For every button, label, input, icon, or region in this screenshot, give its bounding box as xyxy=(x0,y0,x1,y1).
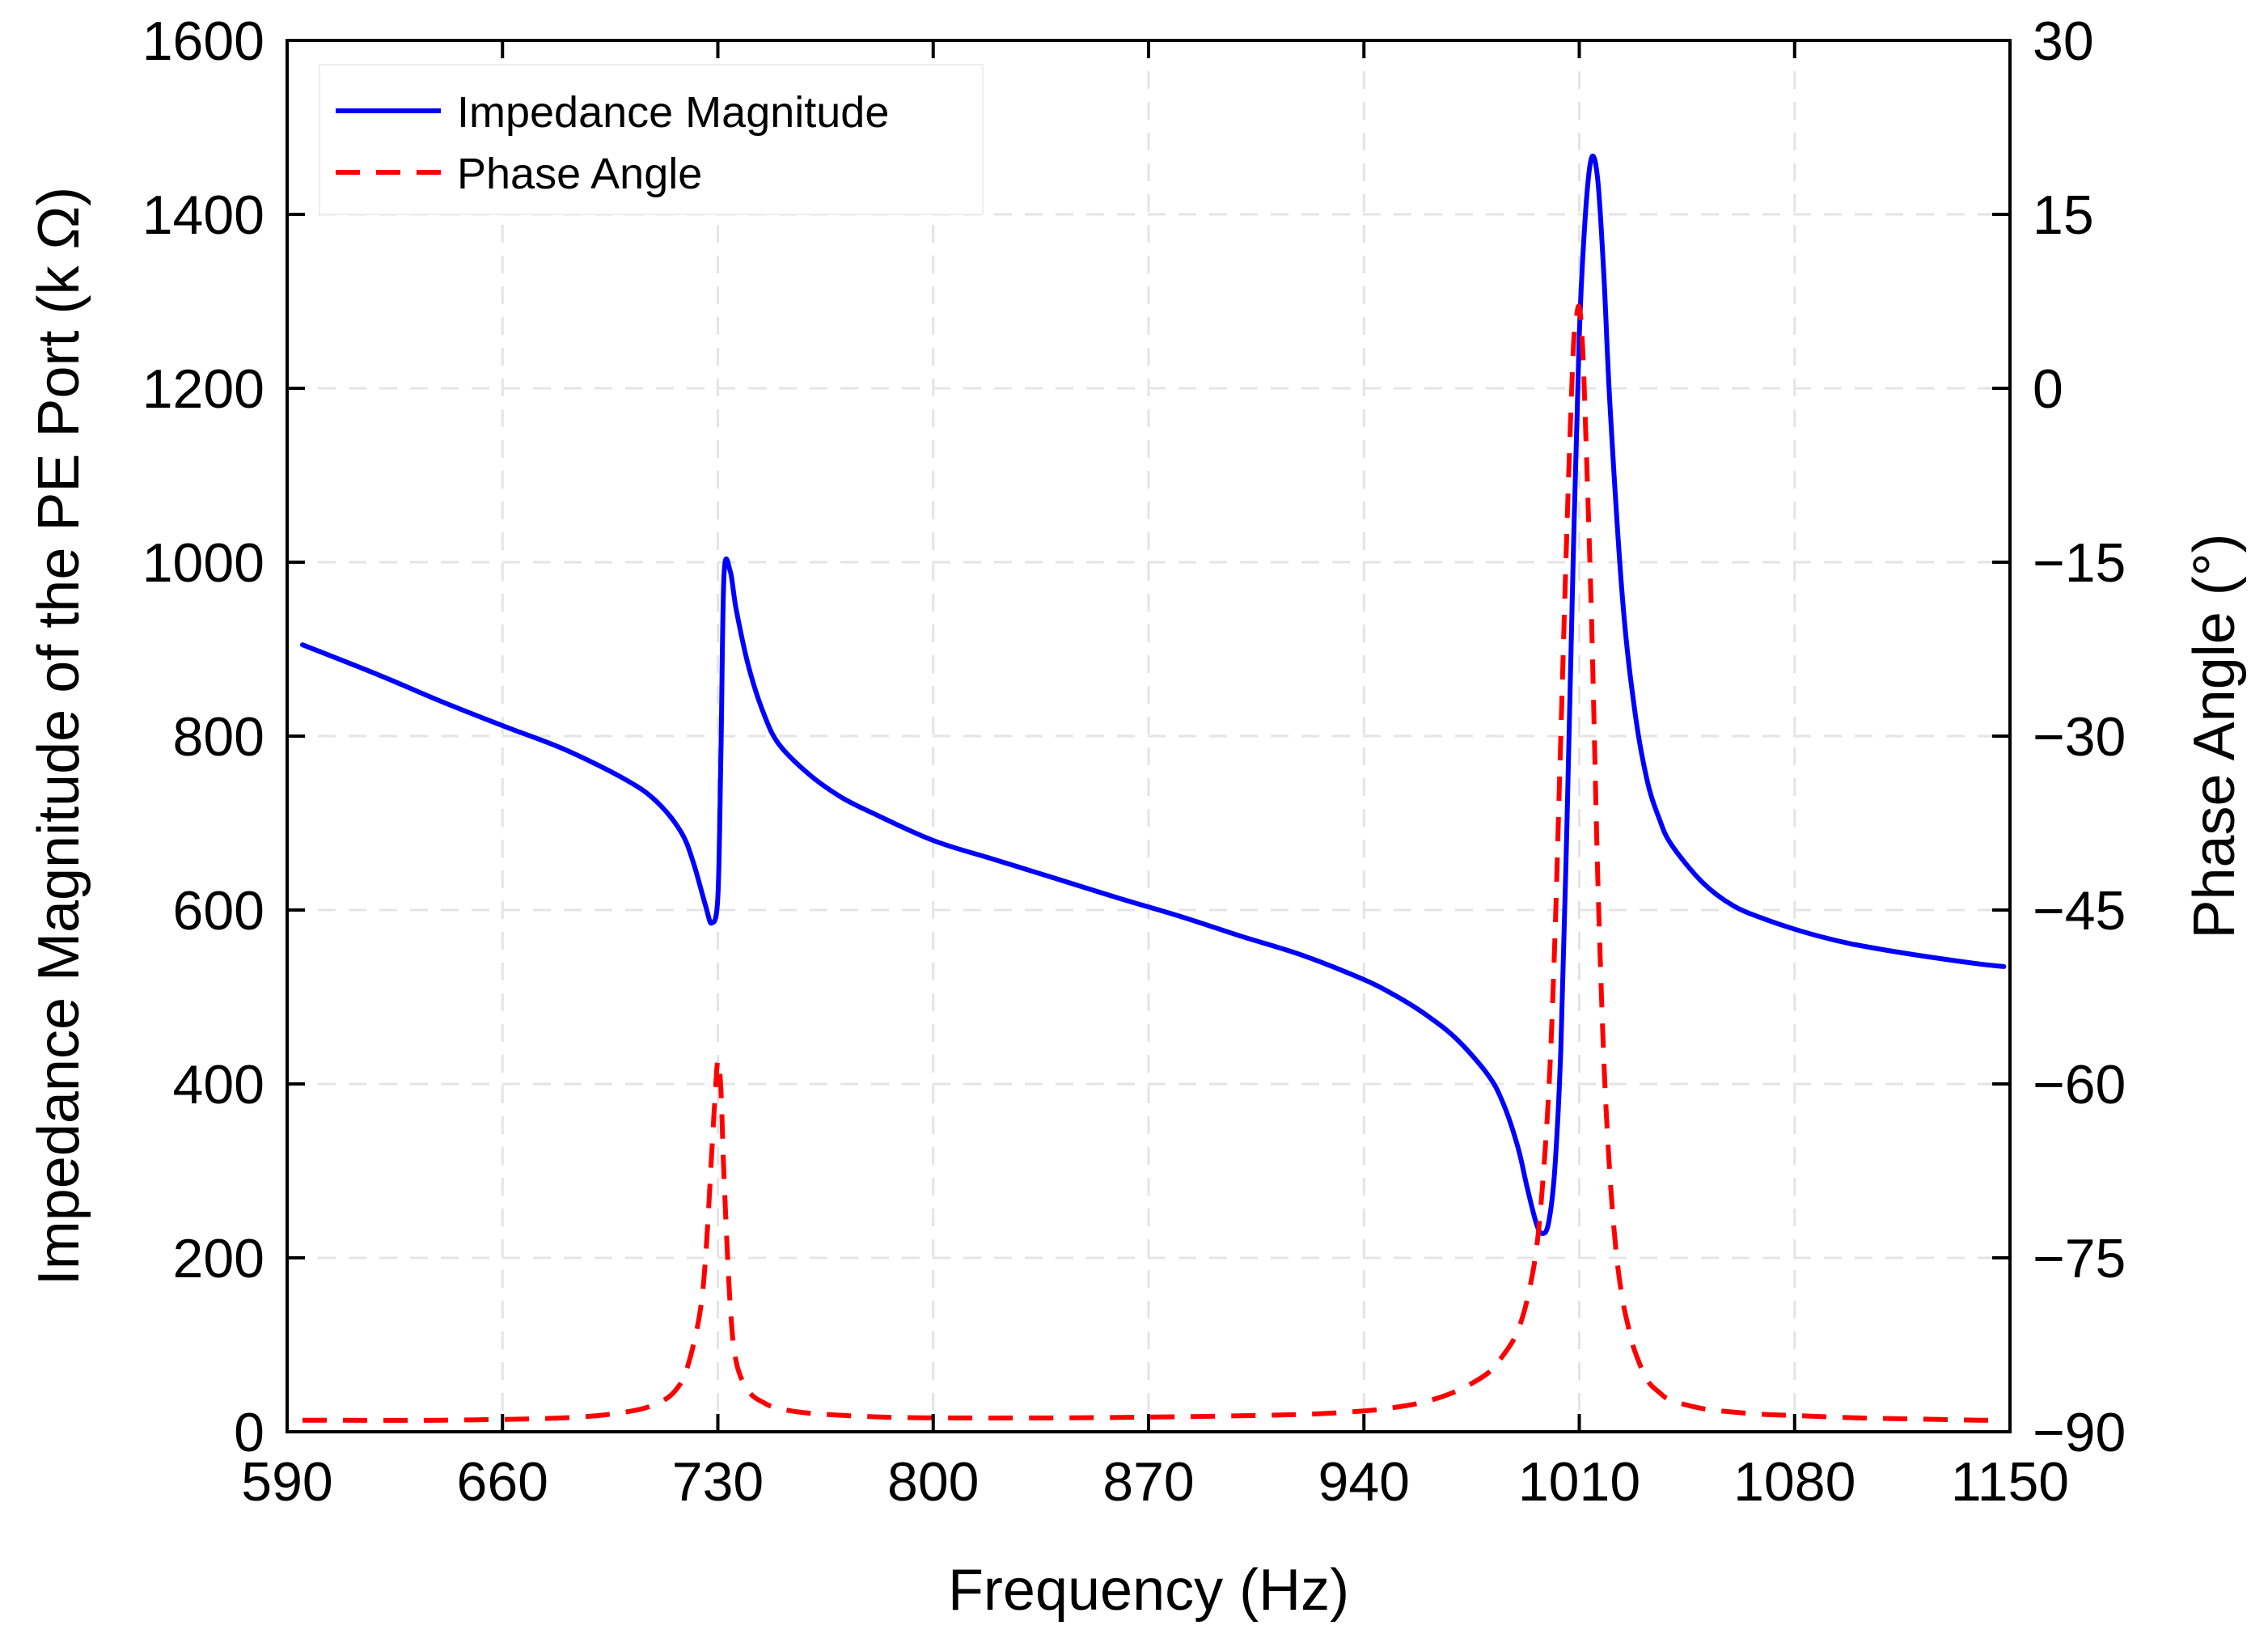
legend-label-phase: Phase Angle xyxy=(457,150,702,198)
y-left-axis-title: Impedance Magnitude of the PE Port (k Ω) xyxy=(27,187,91,1286)
y-right-tick-label: −15 xyxy=(2033,532,2126,594)
y-right-tick-label: 15 xyxy=(2033,184,2094,246)
x-tick-label: 590 xyxy=(241,1451,332,1513)
y-left-tick-label: 200 xyxy=(173,1228,264,1289)
y-right-tick-label: −60 xyxy=(2033,1054,2126,1115)
legend: Impedance Magnitude Phase Angle xyxy=(319,64,984,215)
x-axis-title: Frequency (Hz) xyxy=(948,1558,1349,1623)
y-left-tick-label: 800 xyxy=(173,706,264,768)
axis-ticks: 590 660 730 800 870 940 1010 1080 1150 0 200 400 600… xyxy=(142,11,2126,1513)
grid-lines xyxy=(287,40,2010,1432)
legend-label-impedance: Impedance Magnitude xyxy=(457,88,889,137)
y-left-tick-label: 400 xyxy=(173,1054,264,1115)
x-tick-label: 660 xyxy=(457,1451,548,1513)
x-tick-label: 940 xyxy=(1318,1451,1410,1513)
y-right-axis-title: Phase Angle (°) xyxy=(2182,533,2247,938)
y-left-tick-label: 0 xyxy=(234,1402,264,1463)
x-tick-label: 800 xyxy=(887,1451,979,1513)
x-tick-label: 1080 xyxy=(1733,1451,1855,1513)
series-line-phase-angle xyxy=(302,303,2004,1423)
x-tick-label: 1010 xyxy=(1518,1451,1640,1513)
y-right-tick-label: −90 xyxy=(2033,1402,2126,1463)
x-tick-label: 870 xyxy=(1102,1451,1194,1513)
y-right-tick-label: −30 xyxy=(2033,706,2126,768)
y-right-tick-label: 0 xyxy=(2033,358,2063,420)
y-right-tick-label: 30 xyxy=(2033,11,2094,72)
y-left-tick-label: 1000 xyxy=(142,532,264,594)
legend-box xyxy=(319,64,984,215)
y-right-tick-label: −45 xyxy=(2033,880,2126,942)
y-left-tick-label: 1200 xyxy=(142,358,264,420)
y-left-tick-label: 1400 xyxy=(142,184,264,246)
x-tick-label: 1150 xyxy=(1951,1451,2069,1513)
y-left-tick-label: 600 xyxy=(173,880,264,942)
series-line-impedance-magnitude xyxy=(300,153,2007,1236)
x-tick-label: 730 xyxy=(672,1451,764,1513)
y-right-tick-label: −75 xyxy=(2033,1228,2126,1289)
plot-series xyxy=(300,153,2007,1423)
y-left-tick-label: 1600 xyxy=(142,11,264,72)
